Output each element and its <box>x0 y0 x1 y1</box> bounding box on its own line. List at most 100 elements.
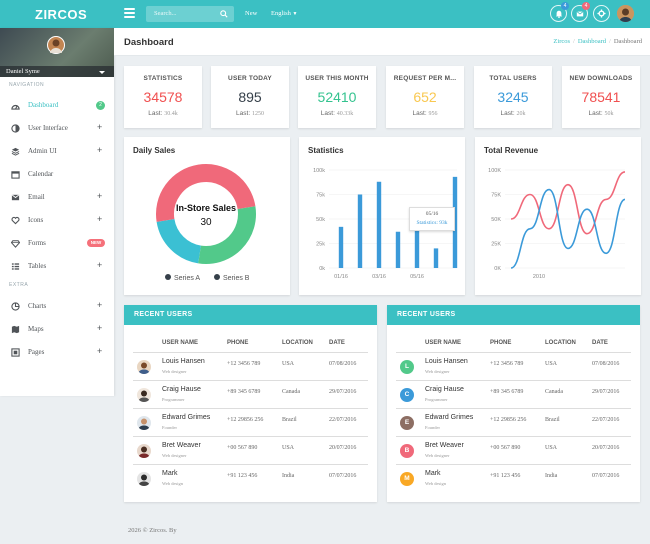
language-dropdown[interactable]: English ▼ <box>271 10 297 17</box>
donut-center-value: 30 <box>200 217 212 228</box>
bar-05/16[interactable] <box>414 214 420 268</box>
sidebar-item-forms[interactable]: Forms NEW <box>0 232 114 254</box>
avatar <box>137 472 151 486</box>
menu-toggle-icon[interactable] <box>124 8 135 19</box>
sidebar-item-tables[interactable]: Tables + <box>0 255 114 277</box>
top-bar: ZIRCOS Search... New English ▼ 4 4 <box>0 0 650 28</box>
sidebar-item-admin-ui[interactable]: Admin UI + <box>0 140 114 162</box>
legend-dot-series-b <box>214 274 220 280</box>
sidebar-item-dashboard[interactable]: Dashboard 2 <box>0 94 114 116</box>
sidebar-item-charts[interactable]: Charts + <box>0 295 114 317</box>
donut-slice-1 <box>198 206 256 264</box>
plus-icon: + <box>97 346 103 356</box>
chart-title: Total Revenue <box>484 146 539 155</box>
messages-button[interactable]: 4 <box>571 2 590 22</box>
stat-last-label: Last: <box>412 110 427 117</box>
settings-button[interactable] <box>593 5 610 22</box>
dashboard-icon <box>10 100 20 110</box>
sidebar-item-pages[interactable]: Pages + <box>0 341 114 363</box>
user-name[interactable]: Bret Weaver <box>162 442 201 449</box>
y-tick-label: 75k <box>316 193 325 199</box>
y-tick-label: 0k <box>319 266 325 272</box>
stat-value: 78541 <box>581 89 621 105</box>
user-location: Brazil <box>282 417 297 423</box>
sidebar-item-user-interface[interactable]: User Interface + <box>0 117 114 139</box>
stat-last-value: 30.4k <box>164 111 178 117</box>
bar-04/16[interactable] <box>395 231 401 268</box>
chevron-down-icon[interactable] <box>99 71 105 74</box>
sidebar-item-label: Dashboard <box>28 101 59 109</box>
breadcrumb-dashboard[interactable]: Dashboard <box>577 38 607 45</box>
sidebar-item-icons[interactable]: Icons + <box>0 209 114 231</box>
avatar[interactable] <box>47 36 65 54</box>
breadcrumb-zircos[interactable]: Zircos <box>553 38 571 45</box>
revenue-line-1 <box>510 188 626 269</box>
notifications-button[interactable]: 4 <box>550 2 569 22</box>
map-icon <box>10 324 20 334</box>
user-location: Canada <box>282 389 300 395</box>
pages-icon <box>10 347 20 357</box>
stat-last: Last: 40.33k <box>298 110 376 117</box>
bar-06/16[interactable] <box>433 248 439 268</box>
bar-02/16[interactable] <box>357 194 363 269</box>
sidebar-item-label: Forms <box>28 239 46 247</box>
contrast-icon <box>10 123 20 133</box>
user-role: Web designer <box>162 453 187 458</box>
user-name[interactable]: Craig Hause <box>162 386 201 393</box>
user-name[interactable]: Edward Grimes <box>425 414 474 421</box>
stat-card-user-this-month: USER THIS MONTH 52410 Last: 40.33k <box>298 66 376 128</box>
legend-dot-series-a <box>165 274 171 280</box>
page-header: Dashboard Zircos / Dashboard / Dashboard <box>114 28 650 56</box>
column-header-location: LOCATION <box>282 340 313 346</box>
user-name[interactable]: Edward Grimes <box>162 414 211 421</box>
user-name[interactable]: Craig Hause <box>425 386 464 393</box>
gear-icon <box>597 9 606 18</box>
avatar-letter: B <box>400 444 414 458</box>
user-avatar[interactable] <box>617 5 634 22</box>
y-tick-label: 100k <box>313 168 325 174</box>
sidebar-item-email[interactable]: Email + <box>0 186 114 208</box>
recent-users-card-photos: RECENT USERS USER NAME PHONE LOCATION DA… <box>124 305 377 502</box>
bar-01/16[interactable] <box>338 226 344 268</box>
legend-series-b: Series B <box>223 275 250 282</box>
chart-title: Statistics <box>308 146 344 155</box>
recent-users-title: RECENT USERS <box>387 305 640 325</box>
stat-value: 3245 <box>497 89 529 105</box>
user-date: 22/07/2016 <box>329 417 357 423</box>
user-phone: +89 345 6789 <box>490 389 524 395</box>
nav-new-link[interactable]: New <box>245 10 258 17</box>
search-icon <box>220 10 228 18</box>
user-name[interactable]: Mark <box>425 470 441 477</box>
pie-chart-icon <box>10 301 20 311</box>
sidebar-item-maps[interactable]: Maps + <box>0 318 114 340</box>
app-logo[interactable]: ZIRCOS <box>35 7 88 22</box>
bar-07/16[interactable] <box>452 176 458 268</box>
search-input[interactable]: Search... <box>146 6 234 22</box>
column-header-phone: PHONE <box>490 340 512 346</box>
sidebar-user-name[interactable]: Daniel Syme <box>0 66 114 77</box>
stat-last-value: 40.33k <box>336 111 354 117</box>
breadcrumb-current: Dashboard <box>613 38 642 45</box>
x-tick-label: 01/16 <box>334 274 348 280</box>
user-name[interactable]: Bret Weaver <box>425 442 464 449</box>
user-name[interactable]: Louis Hansen <box>425 358 468 365</box>
sidebar-item-calendar[interactable]: Calendar <box>0 163 114 185</box>
user-name[interactable]: Mark <box>162 470 178 477</box>
table-divider <box>133 408 368 409</box>
stat-last-value: 1250 <box>251 111 264 117</box>
sidebar-item-label: User Interface <box>28 124 68 132</box>
user-date: 22/07/2016 <box>592 417 620 423</box>
avatar <box>137 444 151 458</box>
user-role: Programmer <box>425 397 448 402</box>
bar-03/16[interactable] <box>376 181 382 268</box>
sidebar-item-label: Icons <box>28 216 44 224</box>
user-location: USA <box>282 445 295 451</box>
table-divider <box>396 380 631 381</box>
total-revenue-line-chart: 0K 25K 50K 75K 100K 2010 <box>488 168 626 280</box>
user-name[interactable]: Louis Hansen <box>162 358 205 365</box>
nav-section-navigation: NAVIGATION <box>9 82 45 88</box>
user-phone: +12 29856 256 <box>227 417 264 423</box>
avatar-letter: E <box>400 416 414 430</box>
y-tick-label: 0K <box>494 266 501 272</box>
stat-label: USER TODAY <box>228 75 272 82</box>
